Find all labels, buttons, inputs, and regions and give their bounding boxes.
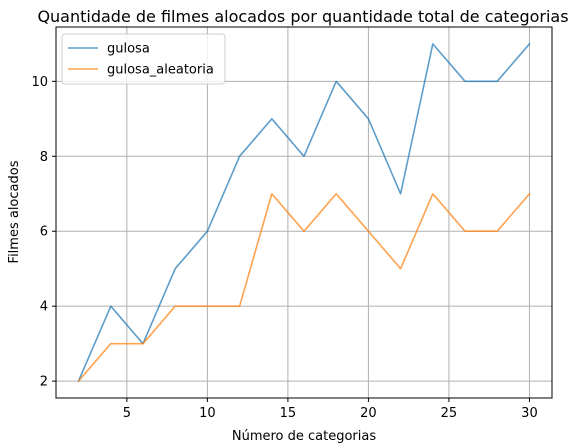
- legend-box: [61, 33, 226, 85]
- series-lines: [77, 42, 531, 383]
- series-line-gulosa-aleatoria: [77, 192, 531, 383]
- y-tick-label: 10: [31, 75, 48, 90]
- chart-title: Quantidade de filmes alocados por quanti…: [37, 7, 568, 26]
- x-tick-label: 15: [280, 406, 297, 421]
- x-tick-label: 10: [199, 406, 216, 421]
- series-line-gulosa: [77, 42, 531, 383]
- y-axis-label: Filmes alocados: [7, 160, 22, 263]
- x-axis-label: Número de categorias: [232, 429, 376, 444]
- y-tick-label: 8: [40, 150, 48, 165]
- y-tick-label: 2: [40, 375, 48, 390]
- x-tick-label: 20: [360, 406, 377, 421]
- y-tick-label: 4: [40, 300, 48, 315]
- y-axis-ticks: 2 4 6 8 10: [31, 75, 56, 390]
- legend: gulosa gulosa_aleatoria: [61, 33, 226, 85]
- x-tick-label: 30: [521, 406, 538, 421]
- x-tick-label: 5: [123, 406, 131, 421]
- plot-frame: [55, 26, 553, 399]
- x-tick-label: 25: [441, 406, 458, 421]
- legend-label: gulosa: [107, 42, 150, 57]
- x-axis-ticks: 5 10 15 20 25 30: [123, 398, 538, 421]
- y-tick-label: 6: [40, 225, 48, 240]
- legend-label: gulosa_aleatoria: [107, 63, 214, 78]
